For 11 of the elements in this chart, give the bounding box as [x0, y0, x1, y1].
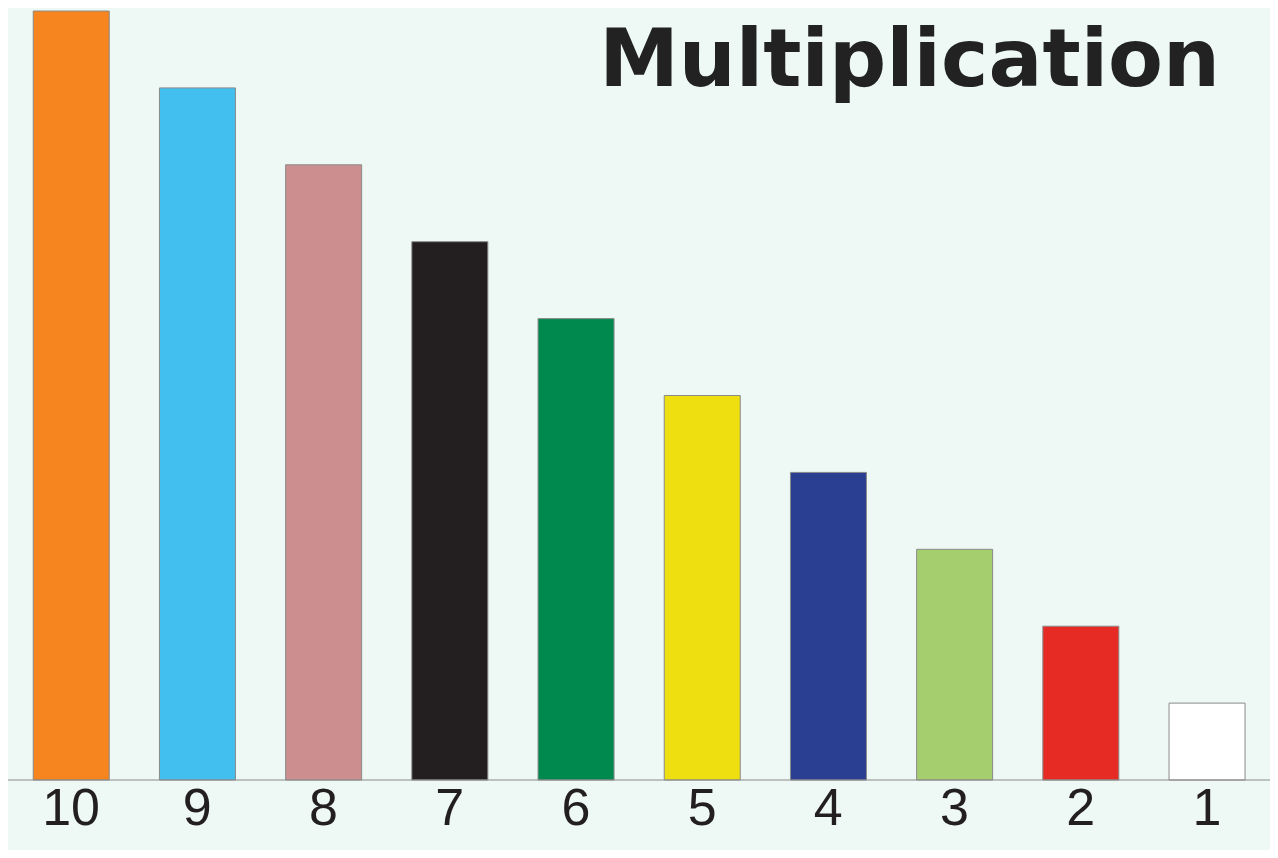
x-tick-label: 8 [309, 777, 338, 836]
x-tick-label: 7 [435, 777, 465, 836]
x-tick-label: 1 [1192, 777, 1222, 836]
x-tick-label: 3 [940, 777, 969, 836]
x-tick-label: 6 [561, 777, 591, 836]
x-tick-label: 9 [182, 777, 212, 836]
x-tick-label: 4 [813, 777, 843, 836]
x-tick-label: 2 [1066, 777, 1096, 836]
x-tick-label: 5 [687, 777, 717, 836]
chart-title: Multiplication [599, 12, 1220, 105]
x-tick-label: 10 [42, 777, 101, 836]
